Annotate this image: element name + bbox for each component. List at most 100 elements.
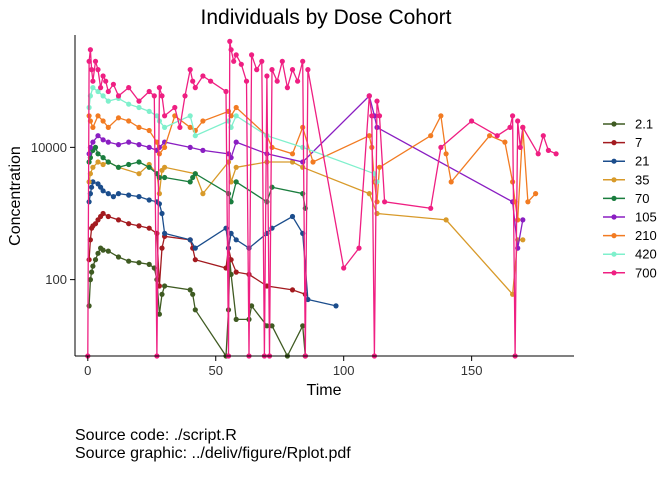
data-point (233, 164, 239, 170)
data-point (159, 93, 165, 99)
data-point (136, 124, 142, 130)
x-tick-label: 50 (209, 363, 223, 378)
data-point (87, 237, 93, 243)
legend-label: 70 (635, 191, 649, 206)
series-line (88, 181, 337, 307)
y-tick-label: 10000 (31, 140, 67, 155)
data-point (87, 47, 93, 53)
data-point (146, 197, 152, 203)
data-point (289, 213, 296, 220)
data-point (162, 124, 168, 130)
data-point (249, 52, 255, 58)
data-point (156, 174, 162, 181)
data-point (233, 179, 239, 185)
data-point (110, 194, 116, 200)
data-point (515, 118, 521, 124)
data-point (249, 303, 255, 309)
data-point (553, 151, 559, 157)
data-point (443, 217, 449, 223)
data-point (269, 67, 275, 73)
data-point (105, 191, 111, 197)
data-point (105, 139, 111, 145)
plot-area (85, 38, 559, 359)
data-point (159, 245, 165, 251)
data-point (192, 257, 198, 263)
data-point (356, 245, 362, 251)
data-point (115, 217, 122, 223)
data-point (428, 133, 434, 139)
data-point (233, 52, 239, 58)
data-point (233, 113, 239, 119)
data-point (162, 113, 168, 119)
data-point (172, 104, 178, 111)
data-point (289, 67, 296, 73)
data-point (115, 191, 122, 197)
data-point (156, 201, 162, 207)
data-point (300, 58, 306, 64)
data-point (89, 269, 95, 275)
legend-key-point (611, 270, 617, 276)
data-point (200, 73, 206, 79)
data-point (190, 291, 196, 297)
legend-label: 21 (635, 154, 649, 169)
data-point (366, 191, 372, 197)
data-point (159, 291, 165, 297)
data-point (192, 133, 198, 139)
data-point (341, 265, 347, 271)
legend-key-point (611, 140, 617, 146)
y-ticks: 100 10000 (31, 140, 75, 287)
data-point (105, 213, 111, 220)
data-point (136, 223, 142, 229)
data-point (92, 221, 99, 227)
data-point (374, 98, 380, 104)
legend: 2.1 7 21 35 70 105 210 420 700 (603, 117, 657, 280)
data-point (200, 147, 206, 153)
legend-label: 105 (635, 210, 657, 225)
legend-key-point (611, 121, 617, 127)
data-point (233, 104, 239, 111)
legend-item: 2.1 (603, 117, 653, 132)
legend-key-point (611, 251, 617, 257)
data-point (105, 159, 111, 165)
data-point (126, 85, 132, 91)
data-point (507, 124, 513, 130)
data-point (374, 179, 380, 185)
data-point (187, 124, 193, 130)
data-point (190, 78, 196, 84)
data-point (90, 78, 96, 84)
data-point (146, 88, 152, 95)
data-point (95, 88, 101, 95)
data-point (264, 73, 270, 79)
data-point (100, 247, 106, 253)
data-point (95, 67, 101, 73)
data-point (90, 124, 96, 130)
data-point (105, 248, 111, 254)
data-point (233, 139, 239, 145)
data-point (95, 133, 101, 139)
data-point (238, 61, 244, 67)
data-point (246, 245, 252, 251)
data-point (264, 159, 270, 165)
series-line (88, 247, 306, 358)
data-point (136, 171, 142, 177)
legend-key-point (611, 177, 617, 183)
data-point (146, 164, 152, 170)
data-point (233, 237, 239, 243)
data-point (126, 221, 132, 227)
source-code-caption: Source code: ./script.R (75, 427, 237, 444)
data-point (289, 287, 296, 293)
data-point (374, 210, 380, 217)
data-point (509, 179, 516, 185)
data-point (159, 210, 165, 217)
data-point (110, 81, 116, 87)
data-point (289, 159, 296, 165)
data-point (264, 151, 270, 157)
data-point (151, 93, 157, 99)
legend-item: 420 (603, 247, 657, 262)
data-point (105, 98, 111, 104)
data-point (515, 217, 521, 223)
series-700 (85, 38, 559, 359)
legend-label: 420 (635, 247, 657, 262)
legend-label: 7 (635, 135, 642, 150)
data-point (92, 144, 99, 150)
